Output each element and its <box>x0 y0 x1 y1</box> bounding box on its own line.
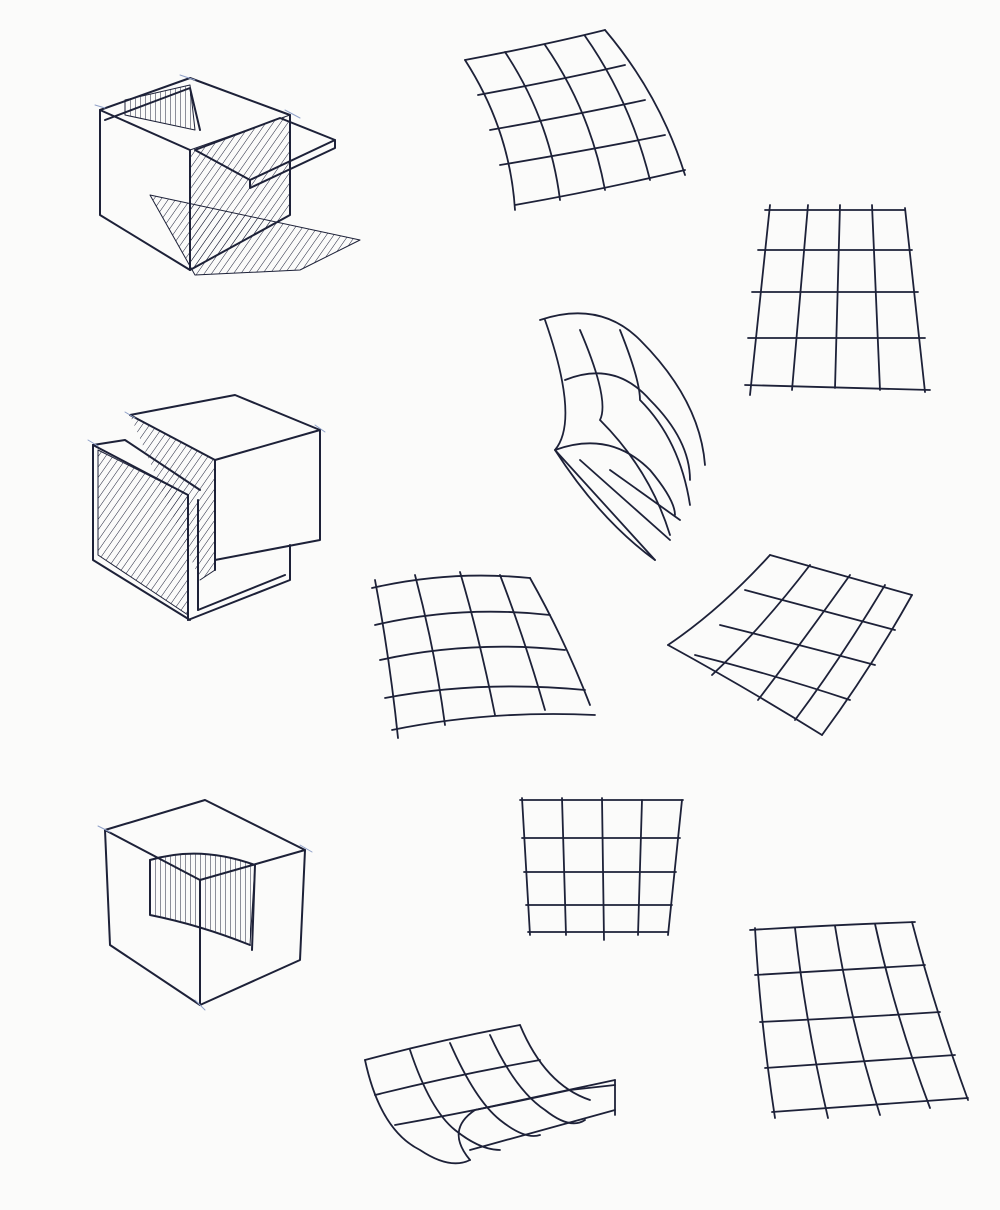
scroll-grid-bottom-left <box>364 1024 616 1165</box>
flat-grid-top-right <box>744 204 931 396</box>
rolled-grid-center <box>539 312 706 561</box>
square-grid-bottom-center <box>519 797 684 941</box>
cube-with-sleeve <box>87 394 326 621</box>
wavy-grid-bottom-right <box>749 921 969 1119</box>
tilted-grid-mid-right <box>667 554 913 736</box>
grid-mid-left <box>371 571 596 739</box>
cube-with-arched-cutout <box>97 799 313 1011</box>
cube-with-sliding-lid <box>94 74 361 276</box>
curved-grid-top-center <box>464 29 686 211</box>
